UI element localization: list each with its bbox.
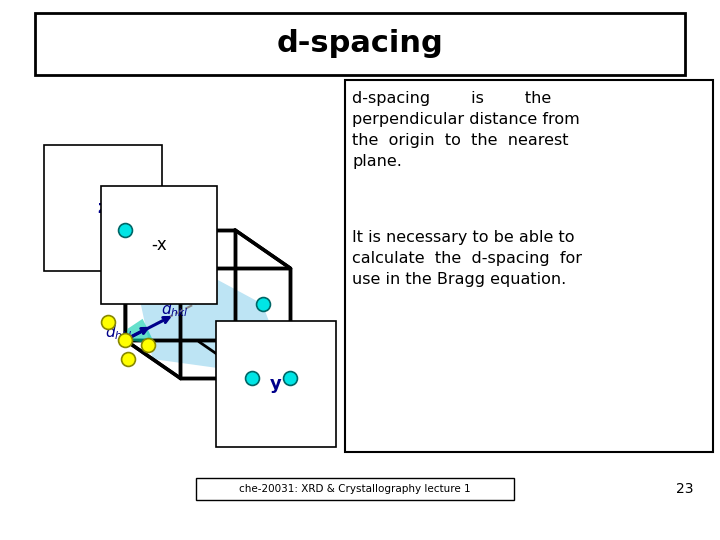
FancyBboxPatch shape	[345, 80, 713, 452]
Text: y: y	[270, 375, 282, 393]
Text: $d_{hkl}$: $d_{hkl}$	[161, 301, 189, 319]
FancyBboxPatch shape	[196, 478, 514, 500]
FancyBboxPatch shape	[35, 13, 685, 75]
Text: -x: -x	[151, 235, 167, 253]
Text: 23: 23	[676, 482, 694, 496]
Text: $d_{hkl}$: $d_{hkl}$	[105, 323, 132, 342]
Text: che-20031: XRD & Crystallography lecture 1: che-20031: XRD & Crystallography lecture…	[239, 484, 471, 494]
Text: d-spacing        is        the
perpendicular distance from
the  origin  to  the : d-spacing is the perpendicular distance …	[352, 91, 580, 169]
Text: d-spacing: d-spacing	[276, 29, 444, 57]
Polygon shape	[125, 230, 290, 378]
Polygon shape	[125, 319, 155, 344]
Text: It is necessary to be able to
calculate  the  d-spacing  for
use in the Bragg eq: It is necessary to be able to calculate …	[352, 230, 582, 287]
Text: z: z	[98, 199, 108, 217]
